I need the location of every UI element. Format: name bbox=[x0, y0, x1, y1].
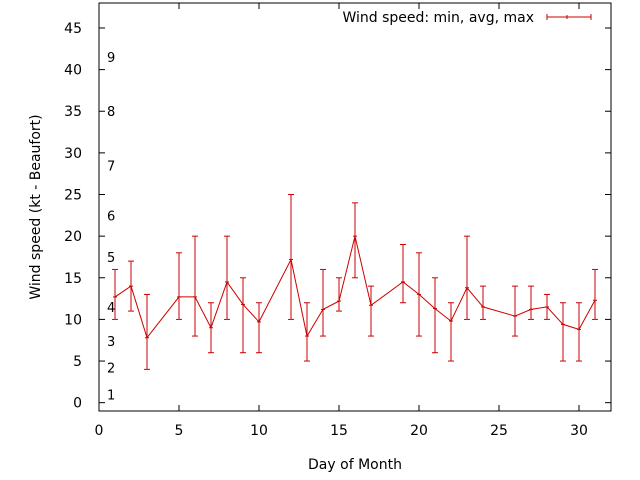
error-bar-point bbox=[592, 268, 598, 320]
error-bar-point bbox=[336, 277, 342, 312]
error-bar-point bbox=[128, 260, 134, 312]
error-bar-point bbox=[512, 285, 518, 337]
error-bar-point bbox=[192, 235, 198, 337]
error-bar-point bbox=[400, 243, 406, 304]
y-tick-label: 0 bbox=[73, 396, 82, 412]
error-bar-point bbox=[352, 202, 358, 279]
error-bar-point bbox=[304, 302, 310, 362]
x-tick-label: 0 bbox=[95, 423, 104, 439]
legend-label: Wind speed: min, avg, max bbox=[342, 10, 534, 26]
error-bar-point bbox=[560, 302, 566, 362]
beaufort-label: 4 bbox=[107, 301, 115, 316]
error-bar-point bbox=[144, 293, 150, 370]
beaufort-label: 5 bbox=[107, 251, 115, 266]
error-bar-point bbox=[544, 293, 550, 320]
error-bar-point bbox=[320, 268, 326, 337]
y-tick-label: 25 bbox=[64, 188, 82, 204]
x-tick-label: 25 bbox=[490, 423, 508, 439]
error-bar-point bbox=[416, 252, 422, 337]
error-bar-point bbox=[256, 302, 262, 354]
error-bar-point bbox=[240, 277, 246, 354]
beaufort-label: 1 bbox=[107, 388, 115, 403]
error-bar-point bbox=[112, 268, 118, 320]
error-bar-point bbox=[432, 277, 438, 354]
error-bar-point bbox=[224, 235, 230, 320]
x-tick-label: 15 bbox=[330, 423, 348, 439]
x-tick-label: 30 bbox=[570, 423, 588, 439]
beaufort-label: 3 bbox=[107, 335, 115, 350]
y-tick-label: 10 bbox=[64, 312, 82, 328]
y-tick-label: 20 bbox=[64, 229, 82, 245]
y-tick-label: 35 bbox=[64, 104, 82, 120]
error-bar-point bbox=[464, 235, 470, 320]
beaufort-label: 8 bbox=[107, 105, 115, 120]
beaufort-label: 2 bbox=[107, 362, 115, 377]
y-axis-title: Wind speed (kt - Beaufort) bbox=[28, 114, 44, 299]
error-bar-point bbox=[480, 285, 486, 320]
x-tick-label: 20 bbox=[410, 423, 428, 439]
error-bar-point bbox=[528, 285, 534, 320]
error-bar-point bbox=[288, 194, 294, 320]
y-tick-label: 5 bbox=[73, 354, 82, 370]
x-tick-label: 10 bbox=[250, 423, 268, 439]
error-bar-point bbox=[176, 252, 182, 320]
x-axis-title: Day of Month bbox=[308, 457, 402, 473]
error-bar-point bbox=[368, 285, 374, 337]
y-tick-label: 30 bbox=[64, 146, 82, 162]
error-bar-point bbox=[208, 302, 214, 354]
error-bar-point bbox=[448, 302, 454, 362]
x-tick-label: 5 bbox=[175, 423, 184, 439]
beaufort-label: 9 bbox=[107, 51, 115, 66]
y-tick-label: 40 bbox=[64, 63, 82, 79]
error-bar-point bbox=[576, 302, 582, 362]
plot-border bbox=[98, 2, 612, 412]
y-tick-label: 45 bbox=[64, 21, 82, 37]
beaufort-label: 7 bbox=[107, 159, 115, 174]
y-tick-label: 15 bbox=[64, 271, 82, 287]
beaufort-label: 6 bbox=[107, 209, 115, 224]
